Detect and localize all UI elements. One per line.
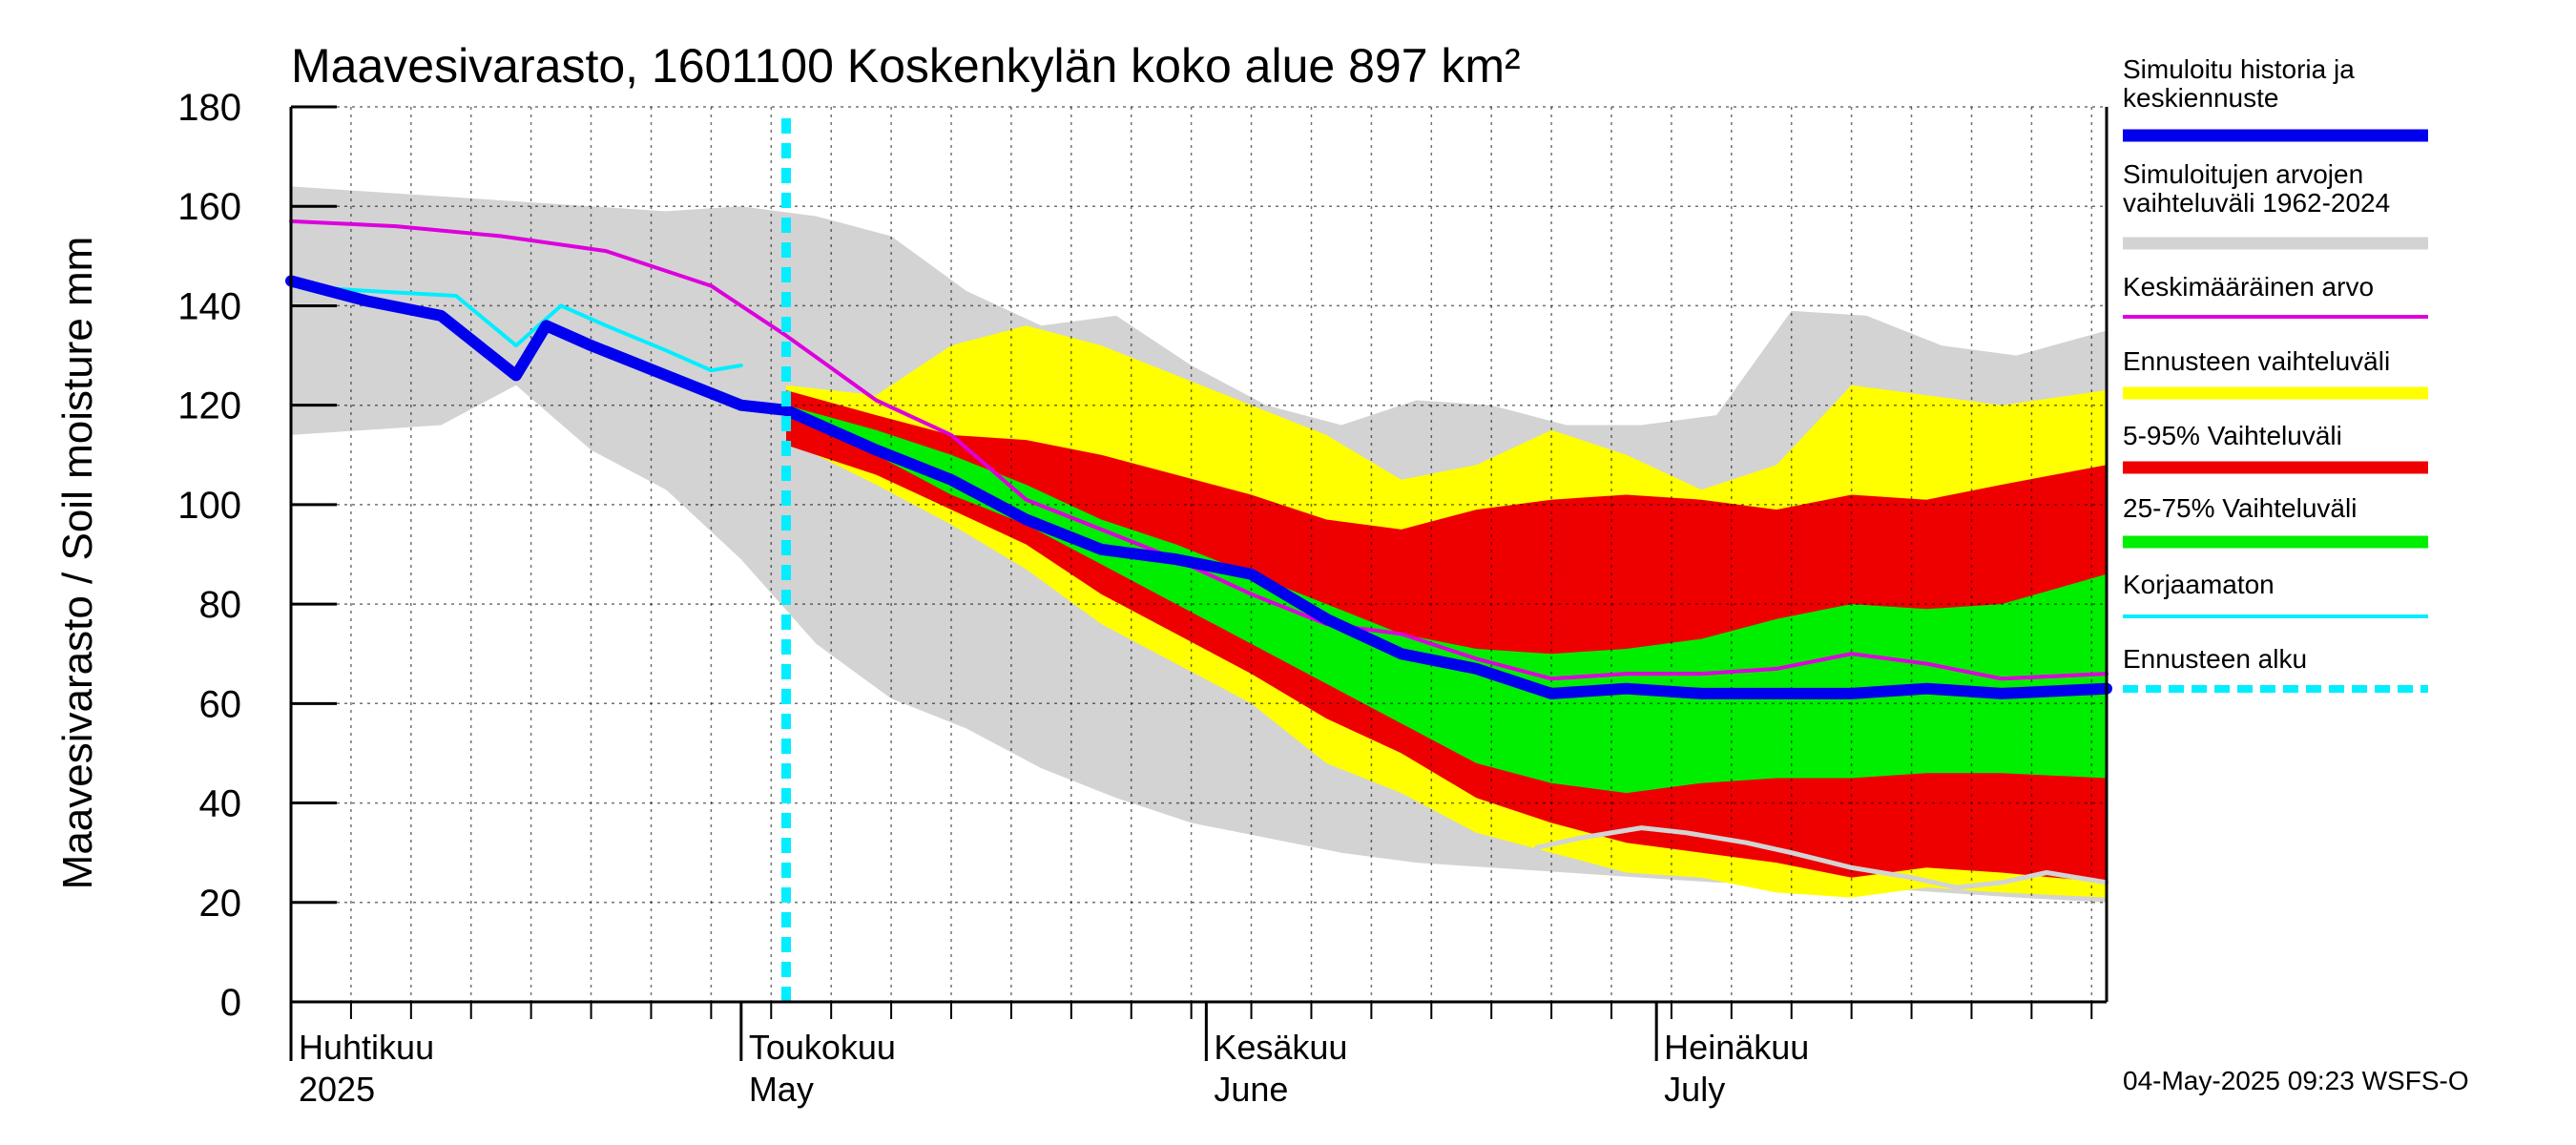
- legend-label: Simuloitujen arvojen: [2123, 159, 2363, 189]
- x-month-label: Toukokuu: [749, 1028, 896, 1067]
- y-tick-label: 80: [199, 584, 242, 626]
- x-month-sublabel: May: [749, 1070, 814, 1109]
- y-tick-label: 40: [199, 783, 242, 825]
- footer-timestamp: 04-May-2025 09:23 WSFS-O: [2123, 1066, 2469, 1095]
- y-tick-label: 160: [177, 186, 241, 228]
- y-tick-label: 140: [177, 285, 241, 327]
- legend-label: Korjaamaton: [2123, 570, 2275, 599]
- legend-label: keskiennuste: [2123, 83, 2278, 113]
- y-tick-label: 20: [199, 883, 242, 925]
- series-line-low_history: [1533, 825, 2109, 890]
- x-month-sublabel: June: [1214, 1070, 1288, 1109]
- x-month-sublabel: 2025: [299, 1070, 375, 1109]
- x-month-label: Huhtikuu: [299, 1028, 434, 1067]
- legend-label: Simuloitu historia ja: [2123, 54, 2355, 84]
- y-axis-label: Maavesivarasto / Soil moisture mm: [54, 237, 101, 890]
- y-tick-label: 0: [220, 982, 241, 1024]
- series-line-simulated: [285, 275, 2112, 699]
- legend-label: Keskimääräinen arvo: [2123, 272, 2374, 302]
- x-month-label: Kesäkuu: [1214, 1028, 1347, 1067]
- legend-label: 25-75% Vaihteluväli: [2123, 493, 2357, 523]
- legend-label: Ennusteen vaihteluväli: [2123, 346, 2390, 376]
- legend-label: vaihteluväli 1962-2024: [2123, 188, 2390, 218]
- legend-label: 5-95% Vaihteluväli: [2123, 421, 2342, 450]
- band-layer: [291, 186, 2107, 903]
- series-line-mean: [289, 219, 2109, 681]
- x-month-sublabel: July: [1664, 1070, 1725, 1109]
- y-tick-label: 180: [177, 87, 241, 129]
- line-layer: [285, 118, 2112, 1002]
- y-tick-label: 60: [199, 683, 242, 725]
- x-month-label: Heinäkuu: [1664, 1028, 1809, 1067]
- legend-label: Ennusteen alku: [2123, 644, 2307, 674]
- y-tick-label: 120: [177, 385, 241, 427]
- y-tick-label: 100: [177, 485, 241, 527]
- series-line-uncorrected: [289, 283, 743, 373]
- chart-title: Maavesivarasto, 1601100 Koskenkylän koko…: [291, 39, 1521, 93]
